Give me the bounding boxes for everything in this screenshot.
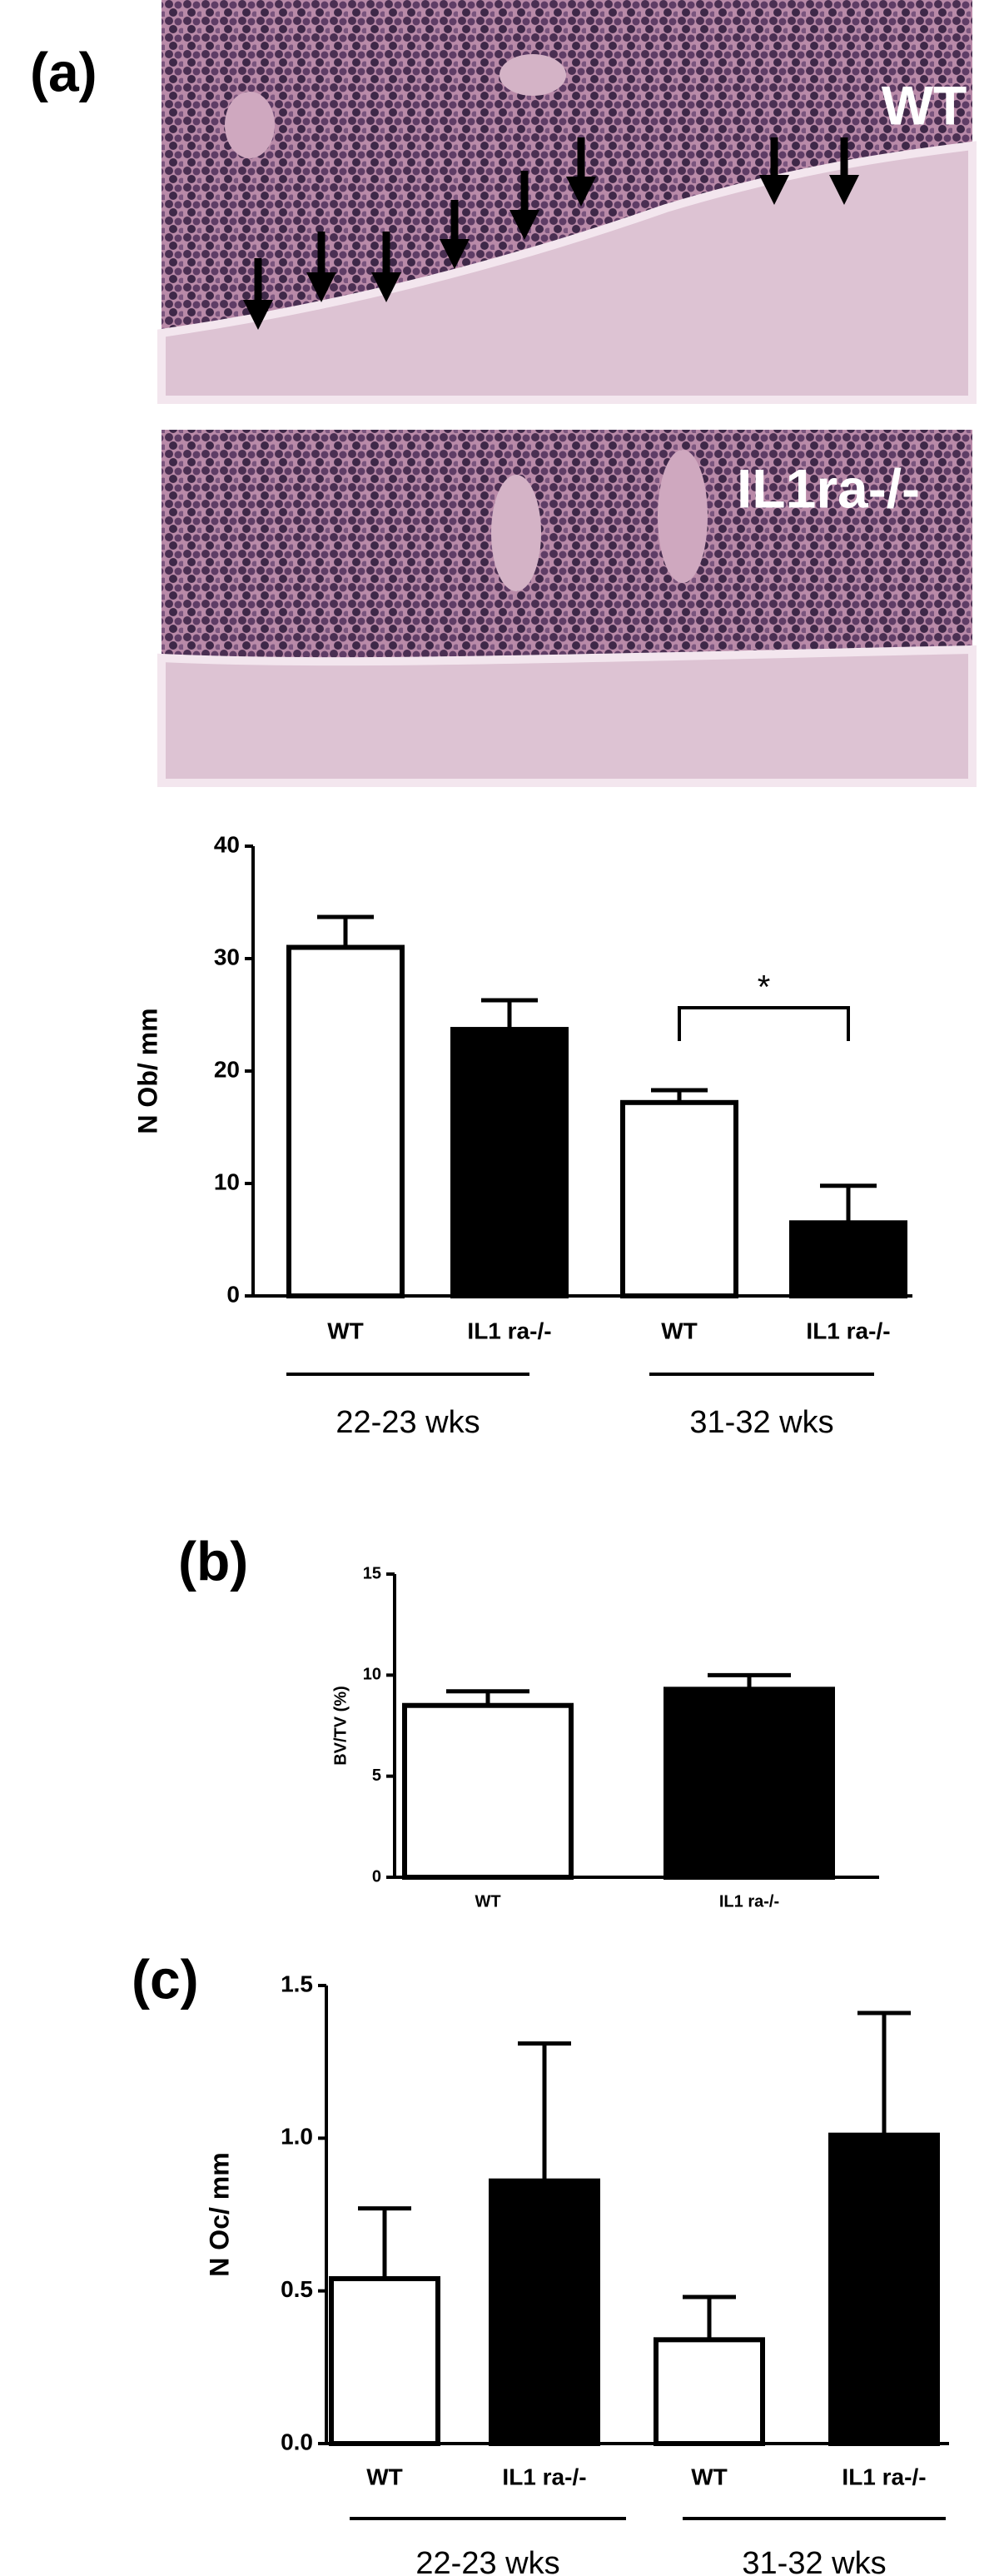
significance-label: *	[758, 969, 771, 1006]
x-tick-label: WT	[661, 1318, 698, 1343]
bar	[329, 2276, 440, 2446]
y-tick-label: 0	[226, 1281, 240, 1307]
x-tick-label: IL1 ra-/-	[842, 2464, 926, 2489]
y-tick-label: 1.5	[281, 1971, 313, 1996]
bar	[489, 2178, 600, 2447]
y-tick-label: 20	[214, 1056, 240, 1082]
y-tick-label: 0.5	[281, 2276, 313, 2302]
group-label: 31-32 wks	[689, 1405, 833, 1440]
group-label: 22-23 wks	[335, 1405, 480, 1440]
x-tick-label: WT	[366, 2464, 403, 2489]
micrograph: WT	[157, 0, 977, 404]
bar	[450, 1027, 569, 1299]
y-tick-label: 15	[363, 1564, 381, 1582]
x-tick-label: WT	[475, 1892, 500, 1911]
group-label: 31-32 wks	[742, 2546, 886, 2576]
x-tick-label: WT	[327, 1318, 364, 1343]
y-tick-label: 30	[214, 944, 240, 969]
panel-label: (b)	[178, 1530, 248, 1592]
y-tick-label: 1.0	[281, 2124, 313, 2150]
y-tick-label: 0.0	[281, 2429, 313, 2454]
x-tick-label: WT	[691, 2464, 728, 2489]
panel-label: (c)	[132, 1948, 199, 2010]
bar	[402, 1702, 574, 1880]
y-tick-label: 10	[214, 1168, 240, 1194]
bar	[664, 1687, 835, 1880]
x-tick-label: IL1 ra-/-	[467, 1318, 551, 1343]
group-label: 22-23 wks	[415, 2546, 559, 2576]
micrograph: IL1ra-/-	[157, 430, 977, 787]
x-tick-label: IL1 ra-/-	[806, 1318, 890, 1343]
x-tick-label: IL1 ra-/-	[502, 2464, 586, 2489]
y-tick-label: 0	[372, 1867, 381, 1886]
bar	[828, 2132, 940, 2447]
y-tick-label: 10	[363, 1666, 381, 1684]
x-tick-label: IL1 ra-/-	[719, 1892, 779, 1911]
y-tick-label: 5	[372, 1766, 381, 1785]
y-axis-label: N Ob/ mm	[132, 1008, 162, 1134]
bar	[620, 1099, 738, 1299]
panel-label: (a)	[30, 41, 97, 102]
image-label: WT	[882, 74, 967, 136]
y-axis-label: BV/TV (%)	[331, 1686, 350, 1766]
significance-bracket	[678, 1006, 850, 1041]
bar	[286, 944, 405, 1298]
image-label: IL1ra-/-	[737, 457, 920, 519]
y-axis-label: N Oc/ mm	[204, 2152, 234, 2276]
bar	[654, 2337, 765, 2446]
bar	[789, 1220, 907, 1298]
y-tick-label: 40	[214, 831, 240, 857]
